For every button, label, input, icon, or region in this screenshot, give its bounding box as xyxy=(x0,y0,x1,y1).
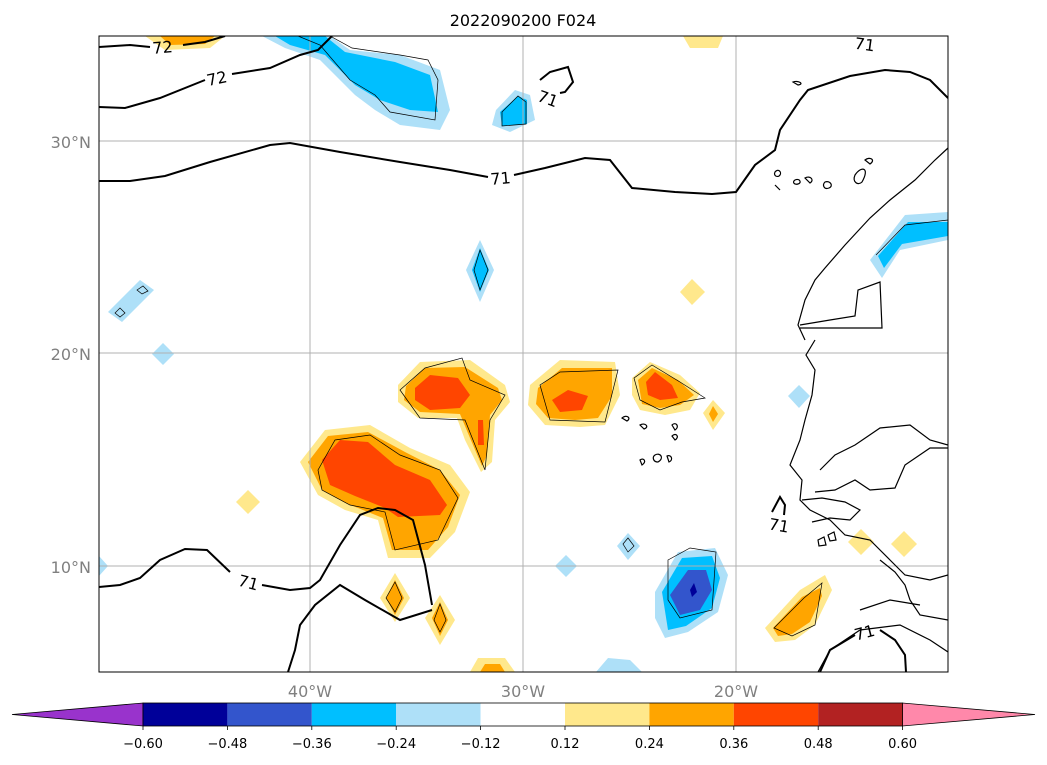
colorbar-tick-label: 0.48 xyxy=(804,737,833,752)
colorbar-extend-low xyxy=(11,702,144,727)
colorbar-segment xyxy=(396,703,481,726)
colorbar-segment xyxy=(649,703,734,726)
map-area: 72 72 71 71 71 71 71 71 xyxy=(99,34,948,672)
colorbar-tick-label: 0.12 xyxy=(551,737,580,752)
colorbar-tick-label: −0.12 xyxy=(461,737,501,752)
contour-label: 71 xyxy=(490,168,512,189)
colorbar-segment xyxy=(733,703,819,726)
colorbar-tick-label: −0.48 xyxy=(207,737,247,752)
contour-label: 72 xyxy=(205,67,229,90)
colorbar-segment xyxy=(818,703,903,726)
colorbar-segment xyxy=(143,703,228,726)
lon-label-30w: 30°W xyxy=(501,682,545,701)
colorbar-tick-label: 0.60 xyxy=(888,737,917,752)
lon-label-40w: 40°W xyxy=(288,682,332,701)
contour-label: 72 xyxy=(152,37,174,58)
colorbar-tick-label: −0.36 xyxy=(292,737,332,752)
lat-label-30n: 30°N xyxy=(51,133,91,152)
lat-label-20n: 20°N xyxy=(51,345,91,364)
contours xyxy=(99,36,948,672)
shading-outlines xyxy=(114,36,948,637)
contour-label: 71 xyxy=(767,514,790,536)
colorbar-segment xyxy=(480,703,565,726)
contour-label: 71 xyxy=(236,571,261,595)
colorbar-frame xyxy=(142,702,903,727)
colorbar-segment xyxy=(311,703,397,726)
colorbar-segment xyxy=(565,703,650,726)
gridlines xyxy=(99,36,948,672)
lon-label-20w: 20°W xyxy=(714,682,758,701)
contour-label: 71 xyxy=(853,34,876,56)
colorbar-tick-label: 0.24 xyxy=(635,737,664,752)
colorbar: −0.60 −0.48 −0.36 −0.24 −0.12 0.12 0.24 0.36 0.4… xyxy=(11,702,1036,752)
colorbar-extend-high xyxy=(902,702,1036,727)
colorbar-tick-label: −0.24 xyxy=(376,737,416,752)
colorbar-tick-label: 0.36 xyxy=(719,737,748,752)
lat-label-10n: 10°N xyxy=(51,558,91,577)
colorbar-segment xyxy=(227,703,312,726)
contour-label: 71 xyxy=(852,621,877,645)
map-frame xyxy=(98,35,949,673)
colorbar-tick-label: −0.60 xyxy=(123,737,163,752)
map-title: 2022090200 F024 xyxy=(450,11,597,30)
